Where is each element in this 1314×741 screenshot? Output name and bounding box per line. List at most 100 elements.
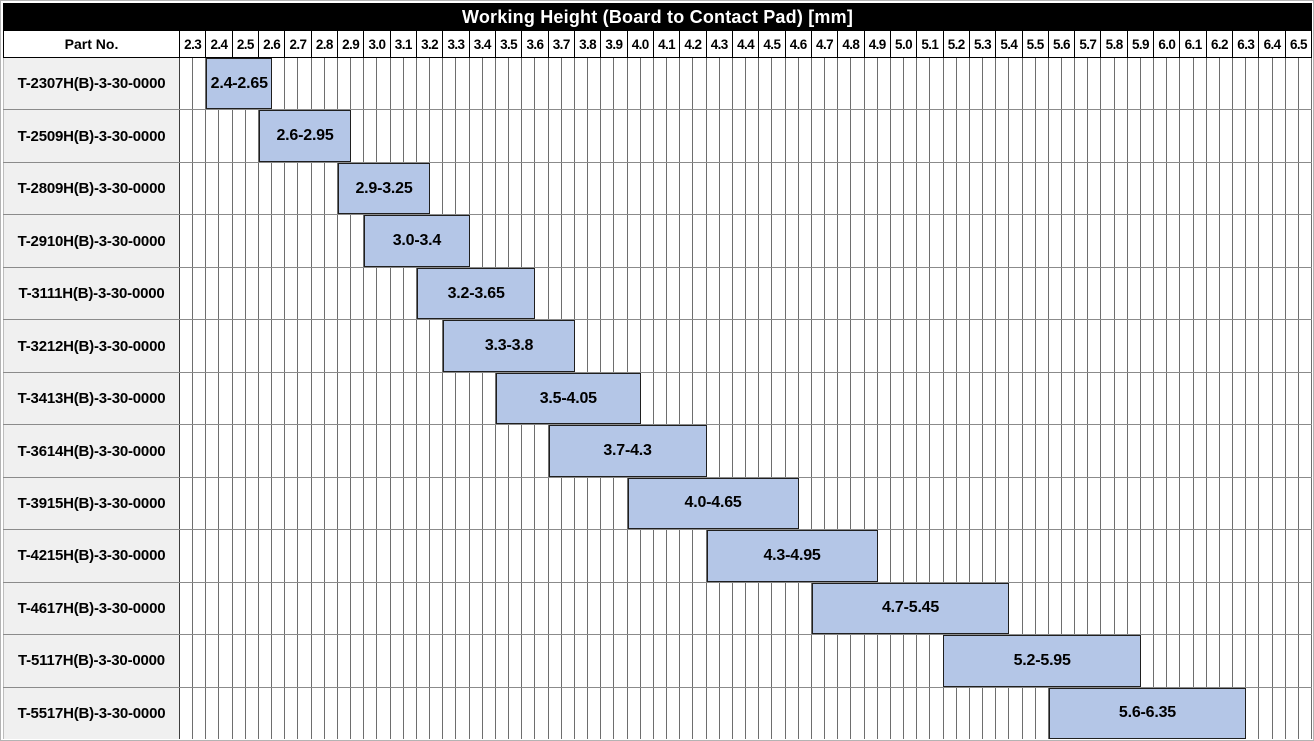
grid-column [1285, 162, 1313, 215]
grid-column [706, 320, 733, 372]
grid-column [996, 215, 1023, 267]
table-row: T-4617H(B)-3-30-0000 4.7-5.45 [3, 582, 1313, 636]
axis-tick-label: 3.3 [443, 31, 470, 58]
grid-column [1127, 582, 1155, 635]
grid-column [206, 687, 233, 740]
grid-column [364, 372, 391, 425]
axis-tick-label: 3.6 [522, 31, 549, 58]
grid-column [206, 425, 233, 477]
grid-column [759, 372, 786, 425]
axis-tick-label: 5.3 [969, 31, 997, 58]
grid-column [1127, 477, 1155, 530]
axis-tick-label: 5.1 [917, 31, 944, 58]
grid-column [443, 162, 470, 215]
grid-column [574, 530, 602, 582]
grid-column [285, 425, 312, 477]
row-track: 3.0-3.4 [180, 215, 1313, 267]
grid-column [1022, 58, 1049, 110]
grid-column [548, 530, 575, 582]
grid-column [969, 530, 997, 582]
chart-title: Working Height (Board to Contact Pad) [m… [3, 3, 1312, 31]
grid-column [1048, 320, 1076, 372]
row-track: 5.2-5.95 [180, 635, 1313, 687]
grid-column [811, 425, 839, 477]
axis-tick-label: 3.8 [574, 31, 602, 58]
grid-column [574, 477, 602, 530]
grid-column [1154, 110, 1181, 162]
grid-column [890, 320, 918, 372]
grid-column [890, 162, 918, 215]
grid-column [311, 530, 338, 582]
grid-column [653, 372, 681, 425]
grid-column [969, 162, 997, 215]
grid-column [574, 162, 602, 215]
range-bar: 2.6-2.95 [258, 110, 352, 162]
range-bar: 2.9-3.25 [337, 162, 431, 215]
axis-tick-label: 5.8 [1101, 31, 1128, 58]
grid-column [890, 267, 918, 320]
grid-column [1259, 425, 1286, 477]
part-number: T-2809H(B)-3-30-0000 [3, 162, 180, 215]
grid-column [522, 687, 549, 740]
grid-column [416, 530, 444, 582]
grid-column [1101, 320, 1128, 372]
grid-column [416, 635, 444, 687]
grid-column [1206, 425, 1234, 477]
grid-column [232, 477, 259, 530]
grid-column [996, 530, 1023, 582]
grid-column [601, 477, 628, 530]
table-row: T-5117H(B)-3-30-0000 5.2-5.95 [3, 635, 1313, 688]
grid-column [890, 110, 918, 162]
grid-column [785, 687, 812, 740]
grid-column [1180, 267, 1207, 320]
grid-column [1180, 162, 1207, 215]
grid-column [1206, 320, 1234, 372]
grid-column [548, 687, 575, 740]
grid-column [1233, 320, 1260, 372]
grid-column [1285, 320, 1313, 372]
grid-column [1154, 477, 1181, 530]
row-track: 3.5-4.05 [180, 372, 1313, 425]
chart-body: T-2307H(B)-3-30-0000 2.4-2.65 T-2509H(B)… [3, 58, 1313, 740]
grid-column [785, 320, 812, 372]
grid-column [627, 58, 654, 110]
grid-column [180, 58, 207, 110]
grid-column [1233, 582, 1260, 635]
grid-column [180, 110, 207, 162]
grid-column [232, 215, 259, 267]
grid-column [258, 320, 286, 372]
grid-column [1154, 267, 1181, 320]
grid-column [443, 110, 470, 162]
grid-column [1154, 215, 1181, 267]
grid-column [653, 162, 681, 215]
grid-column [443, 635, 470, 687]
grid-column [601, 635, 628, 687]
grid-column [1259, 267, 1286, 320]
axis-tick-label: 4.9 [864, 31, 891, 58]
grid-column [732, 215, 760, 267]
grid-column [601, 687, 628, 740]
grid-column [495, 58, 523, 110]
grid-column [732, 425, 760, 477]
grid-column [443, 530, 470, 582]
grid-column [180, 582, 207, 635]
part-number: T-3111H(B)-3-30-0000 [3, 267, 180, 320]
grid-column [364, 110, 391, 162]
grid-column [1259, 582, 1286, 635]
grid-column [838, 425, 865, 477]
table-row: T-5517H(B)-3-30-0000 5.6-6.35 [3, 687, 1313, 740]
grid-column [838, 372, 865, 425]
grid-column [574, 635, 602, 687]
grid-column [180, 162, 207, 215]
grid-column [548, 477, 575, 530]
grid-column [996, 320, 1023, 372]
grid-column [811, 110, 839, 162]
grid-column [1075, 425, 1102, 477]
grid-column [1101, 477, 1128, 530]
grid-column [1259, 162, 1286, 215]
grid-column [1022, 425, 1049, 477]
grid-column [627, 162, 654, 215]
grid-column [785, 110, 812, 162]
grid-column [1259, 530, 1286, 582]
grid-column [364, 58, 391, 110]
